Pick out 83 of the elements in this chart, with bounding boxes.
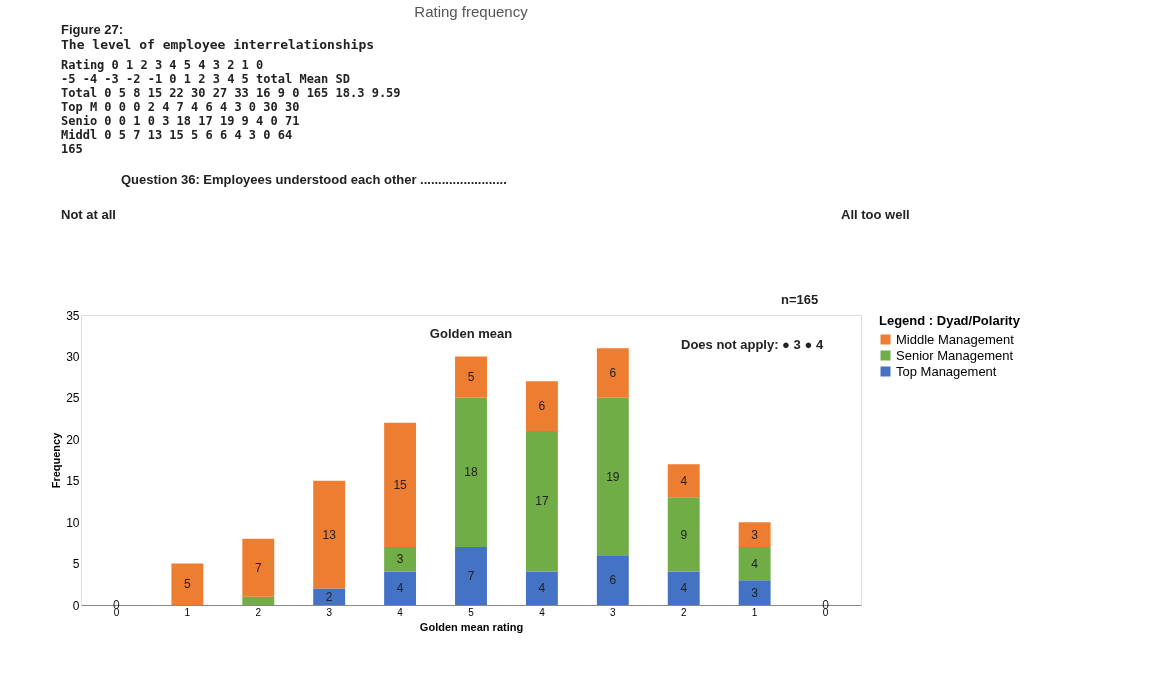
data-label: 19 <box>606 469 620 484</box>
bar <box>667 464 700 498</box>
bar <box>738 580 771 605</box>
y-tick-label: 30 <box>66 349 80 364</box>
bar <box>738 522 771 547</box>
text: 165 <box>61 142 83 156</box>
data-label: 7 <box>467 569 475 583</box>
bar <box>667 571 700 605</box>
chart-title: Rating frequency <box>414 3 529 20</box>
legend-label: Middle Management <box>896 331 1015 347</box>
x-tick-label: 2 <box>680 606 687 618</box>
bar <box>384 422 417 547</box>
bar <box>455 356 487 398</box>
y-tick-label: 5 <box>72 557 80 572</box>
bar <box>455 397 487 547</box>
legend-label: Top Management <box>896 363 997 379</box>
data-label: 13 <box>322 527 337 542</box>
legend-title: Legend : Dyad/Polarity <box>879 313 1021 328</box>
data-label: 9 <box>680 527 688 542</box>
data-label: 3 <box>751 527 759 542</box>
data-label: 2 <box>325 589 333 604</box>
data-label: 4 <box>751 556 759 571</box>
annotation: Golden mean <box>429 326 513 342</box>
text: Question 36: Employees understood each other ........................ <box>121 172 507 187</box>
bar <box>384 571 417 605</box>
data-label: 5 <box>184 577 192 592</box>
bar <box>242 596 275 605</box>
x-tick-label: 2 <box>255 606 262 618</box>
bar <box>738 547 771 581</box>
bar <box>384 547 417 572</box>
legend-label: Senior Management <box>896 347 1014 363</box>
data-label: 3 <box>751 585 759 600</box>
bar <box>596 397 629 556</box>
x-tick-label: 1 <box>184 606 191 618</box>
bar <box>313 588 346 605</box>
text: All too well <box>841 207 910 222</box>
x-tick-label: 4 <box>539 606 546 618</box>
bar <box>667 497 700 572</box>
data-label: 6 <box>538 399 546 414</box>
data-label: 4 <box>680 581 688 596</box>
data-label: 3 <box>396 552 404 567</box>
bar <box>455 547 487 605</box>
y-tick-label: 25 <box>66 391 80 406</box>
bar <box>525 381 558 431</box>
bar <box>525 571 558 605</box>
data-label: 4 <box>538 581 546 596</box>
data-label: 18 <box>464 465 478 480</box>
data-label: 7 <box>254 560 262 575</box>
bar <box>171 563 204 605</box>
data-label: 15 <box>393 477 408 492</box>
data-label: 6 <box>609 573 617 588</box>
x-axis-title: Golden mean rating <box>419 620 524 633</box>
text: Total 0 5 8 15 22 30 27 33 16 9 0 165 18.3 9.59 <box>61 86 401 100</box>
y-axis-title: Frequency <box>50 431 63 489</box>
text: Rating 0 1 2 3 4 5 4 3 2 1 0 <box>61 58 264 72</box>
text: Not at all <box>61 207 116 222</box>
data-label: 4 <box>680 473 688 488</box>
text: Top M 0 0 0 2 4 7 4 6 4 3 0 30 30 <box>61 100 300 114</box>
y-tick-label: 15 <box>66 474 80 489</box>
caption: Figure 27: <box>61 22 124 37</box>
data-label: 17 <box>535 494 549 509</box>
text: Senio 0 0 1 0 3 18 17 19 9 4 0 71 <box>61 114 300 128</box>
bar <box>242 538 275 597</box>
data-label: 5 <box>467 370 475 385</box>
x-tick-label: 5 <box>468 606 475 618</box>
text: Middl 0 5 7 13 15 5 6 6 4 3 0 64 <box>61 128 293 142</box>
y-tick-label: 10 <box>66 515 80 530</box>
bar <box>313 480 346 589</box>
x-tick-label: 4 <box>397 606 404 618</box>
text: The level of employee interrelationships <box>61 37 375 52</box>
bar <box>596 348 629 398</box>
data-label: 6 <box>609 366 617 380</box>
text: n=165 <box>781 292 819 307</box>
data-label: 4 <box>396 581 404 596</box>
x-tick-label: 3 <box>610 606 617 618</box>
annotation: Does not apply: ● 3 ● 4 <box>681 337 824 352</box>
x-tick-label: 3 <box>326 606 333 618</box>
y-tick-label: 35 <box>66 308 80 323</box>
text: -5 -4 -3 -2 -1 0 1 2 3 4 5 total Mean SD <box>61 72 350 86</box>
bar <box>525 431 558 572</box>
x-tick-label: 1 <box>751 606 758 618</box>
y-tick-label: 20 <box>66 432 80 447</box>
bar <box>596 555 629 605</box>
